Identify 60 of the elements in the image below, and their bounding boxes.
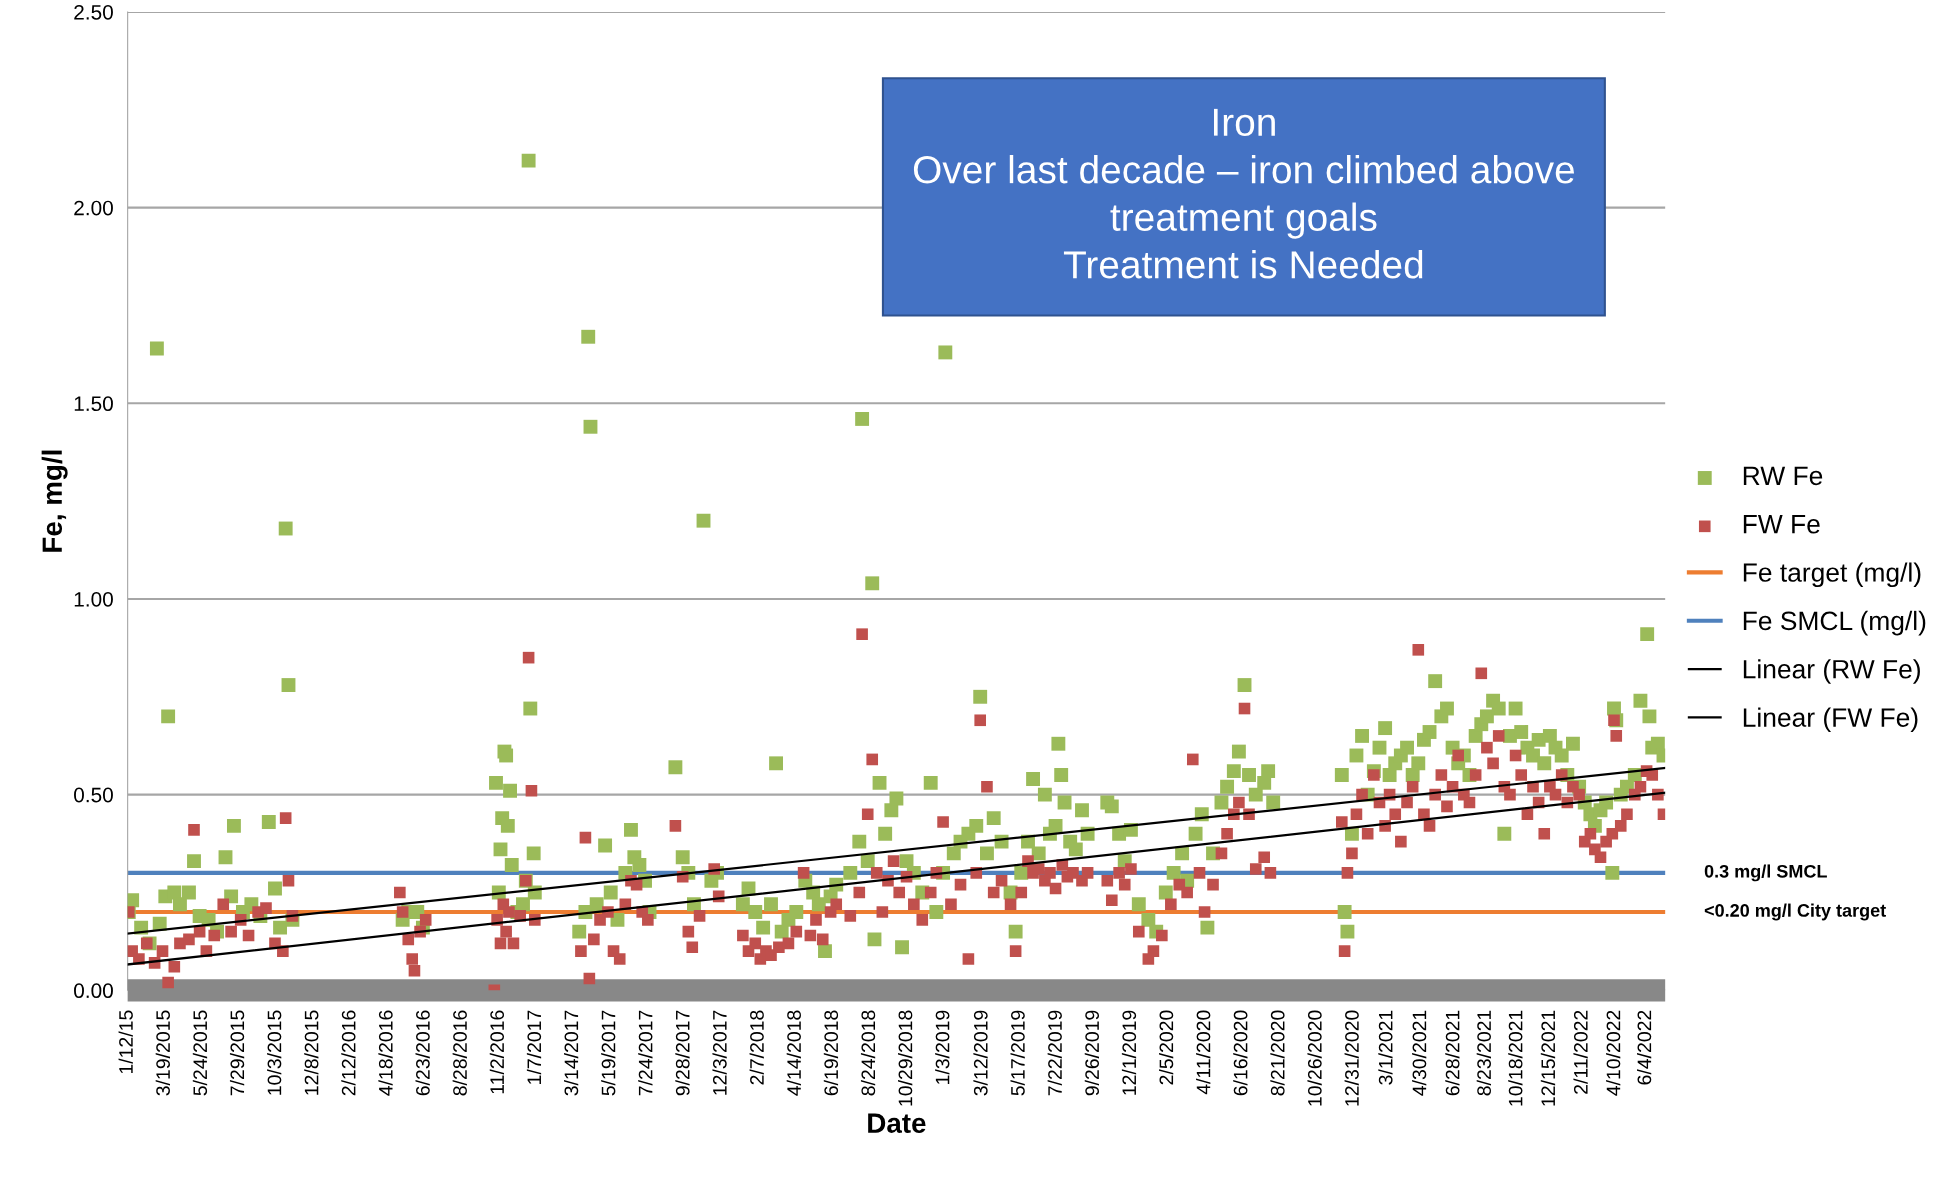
x-tick-label: 6/19/2018 bbox=[823, 1010, 839, 1096]
x-tick-label: 3/12/2019 bbox=[973, 1010, 988, 1096]
x-tick-label: 3/1/2021 bbox=[1378, 1010, 1393, 1085]
x-tick-label: 10/26/2020 bbox=[1307, 1010, 1322, 1106]
x-tick-label: 1/3/2019 bbox=[935, 1010, 950, 1084]
x-tick-label: 12/3/2017 bbox=[712, 1010, 727, 1095]
legend-label: Linear (FW Fe) bbox=[1743, 707, 1918, 733]
x-tick-label: 4/11/2020 bbox=[1196, 1010, 1211, 1095]
x-tick-label: 6/28/2021 bbox=[1445, 1010, 1460, 1096]
y-tick-label: 2.00 bbox=[74, 200, 113, 216]
x-axis-title: Date bbox=[868, 1113, 926, 1133]
x-tick-label: 5/19/2017 bbox=[601, 1010, 616, 1096]
x-tick-label: 8/23/2021 bbox=[1476, 1010, 1491, 1096]
x-tick-label: 2/5/2020 bbox=[1158, 1010, 1174, 1085]
x-tick-label: 4/10/2022 bbox=[1606, 1010, 1621, 1096]
x-tick-label: 9/26/2019 bbox=[1084, 1010, 1100, 1096]
x-tick-label: 10/29/2018 bbox=[898, 1010, 913, 1106]
y-tick-label: 0.00 bbox=[74, 983, 113, 999]
x-tick-label: 3/14/2017 bbox=[563, 1010, 579, 1096]
x-tick-label: 5/17/2019 bbox=[1010, 1010, 1025, 1096]
x-tick-label: 12/1/2019 bbox=[1121, 1010, 1137, 1095]
x-tick-label: 11/2/2016 bbox=[489, 1010, 505, 1094]
x-tick-label: 4/14/2018 bbox=[786, 1010, 801, 1096]
x-tick-label: 6/23/2016 bbox=[415, 1010, 430, 1096]
x-tick-label: 9/28/2017 bbox=[675, 1010, 690, 1096]
x-tick-label: 2/11/2022 bbox=[1573, 1010, 1588, 1094]
x-tick-label: 4/18/2016 bbox=[378, 1010, 393, 1096]
x-tick-label: 5/24/2015 bbox=[192, 1010, 208, 1096]
x-tick-label: 12/15/2021 bbox=[1540, 1010, 1556, 1106]
legend-label: Linear (RW Fe) bbox=[1743, 659, 1920, 684]
x-tick-label: 8/28/2016 bbox=[452, 1010, 467, 1096]
x-tick-label: 6/4/2022 bbox=[1636, 1010, 1652, 1085]
x-tick-label: 2/12/2016 bbox=[341, 1010, 356, 1096]
x-tick-label: 7/29/2015 bbox=[229, 1010, 245, 1096]
x-tick-label: 3/19/2015 bbox=[155, 1010, 170, 1096]
x-tick-label: 7/22/2019 bbox=[1047, 1010, 1062, 1096]
annotation: <0.20 mg/l City target bbox=[1704, 903, 1886, 921]
x-tick-label: 12/31/2020 bbox=[1344, 1010, 1359, 1106]
x-tick-label: 4/30/2021 bbox=[1412, 1010, 1427, 1096]
x-tick-label: 6/16/2020 bbox=[1233, 1010, 1248, 1096]
x-tick-label: 8/21/2020 bbox=[1270, 1010, 1285, 1096]
x-tick-label: 1/12/15 bbox=[118, 1010, 133, 1074]
x-tick-label: 7/24/2017 bbox=[638, 1010, 653, 1096]
annotation: 0.3 mg/l SMCL bbox=[1704, 864, 1827, 882]
x-tick-label: 12/8/2015 bbox=[304, 1010, 319, 1095]
y-tick-label: 1.00 bbox=[74, 591, 113, 607]
annotation: Iron Over last decade – iron climbed above treatment goals Treatment is Needed bbox=[913, 108, 1574, 279]
x-tick-label: 2/7/2018 bbox=[749, 1010, 764, 1085]
y-tick-label: 0.50 bbox=[74, 787, 113, 803]
legend-label: Fe SMCL (mg/l) bbox=[1743, 610, 1926, 636]
x-tick-label: 10/18/2021 bbox=[1508, 1010, 1523, 1106]
y-tick-label: 2.50 bbox=[74, 4, 113, 20]
y-tick-label: 1.50 bbox=[74, 396, 113, 412]
legend-label: FW Fe bbox=[1743, 515, 1820, 534]
y-axis-title: Fe, mg/l bbox=[41, 450, 68, 552]
legend-label: RW Fe bbox=[1743, 466, 1823, 486]
x-tick-label: 10/3/2015 bbox=[267, 1010, 282, 1095]
x-tick-label: 1/7/2017 bbox=[526, 1010, 542, 1084]
legend-label: Fe target (mg/l) bbox=[1743, 562, 1921, 588]
x-tick-label: 8/24/2018 bbox=[860, 1010, 876, 1096]
